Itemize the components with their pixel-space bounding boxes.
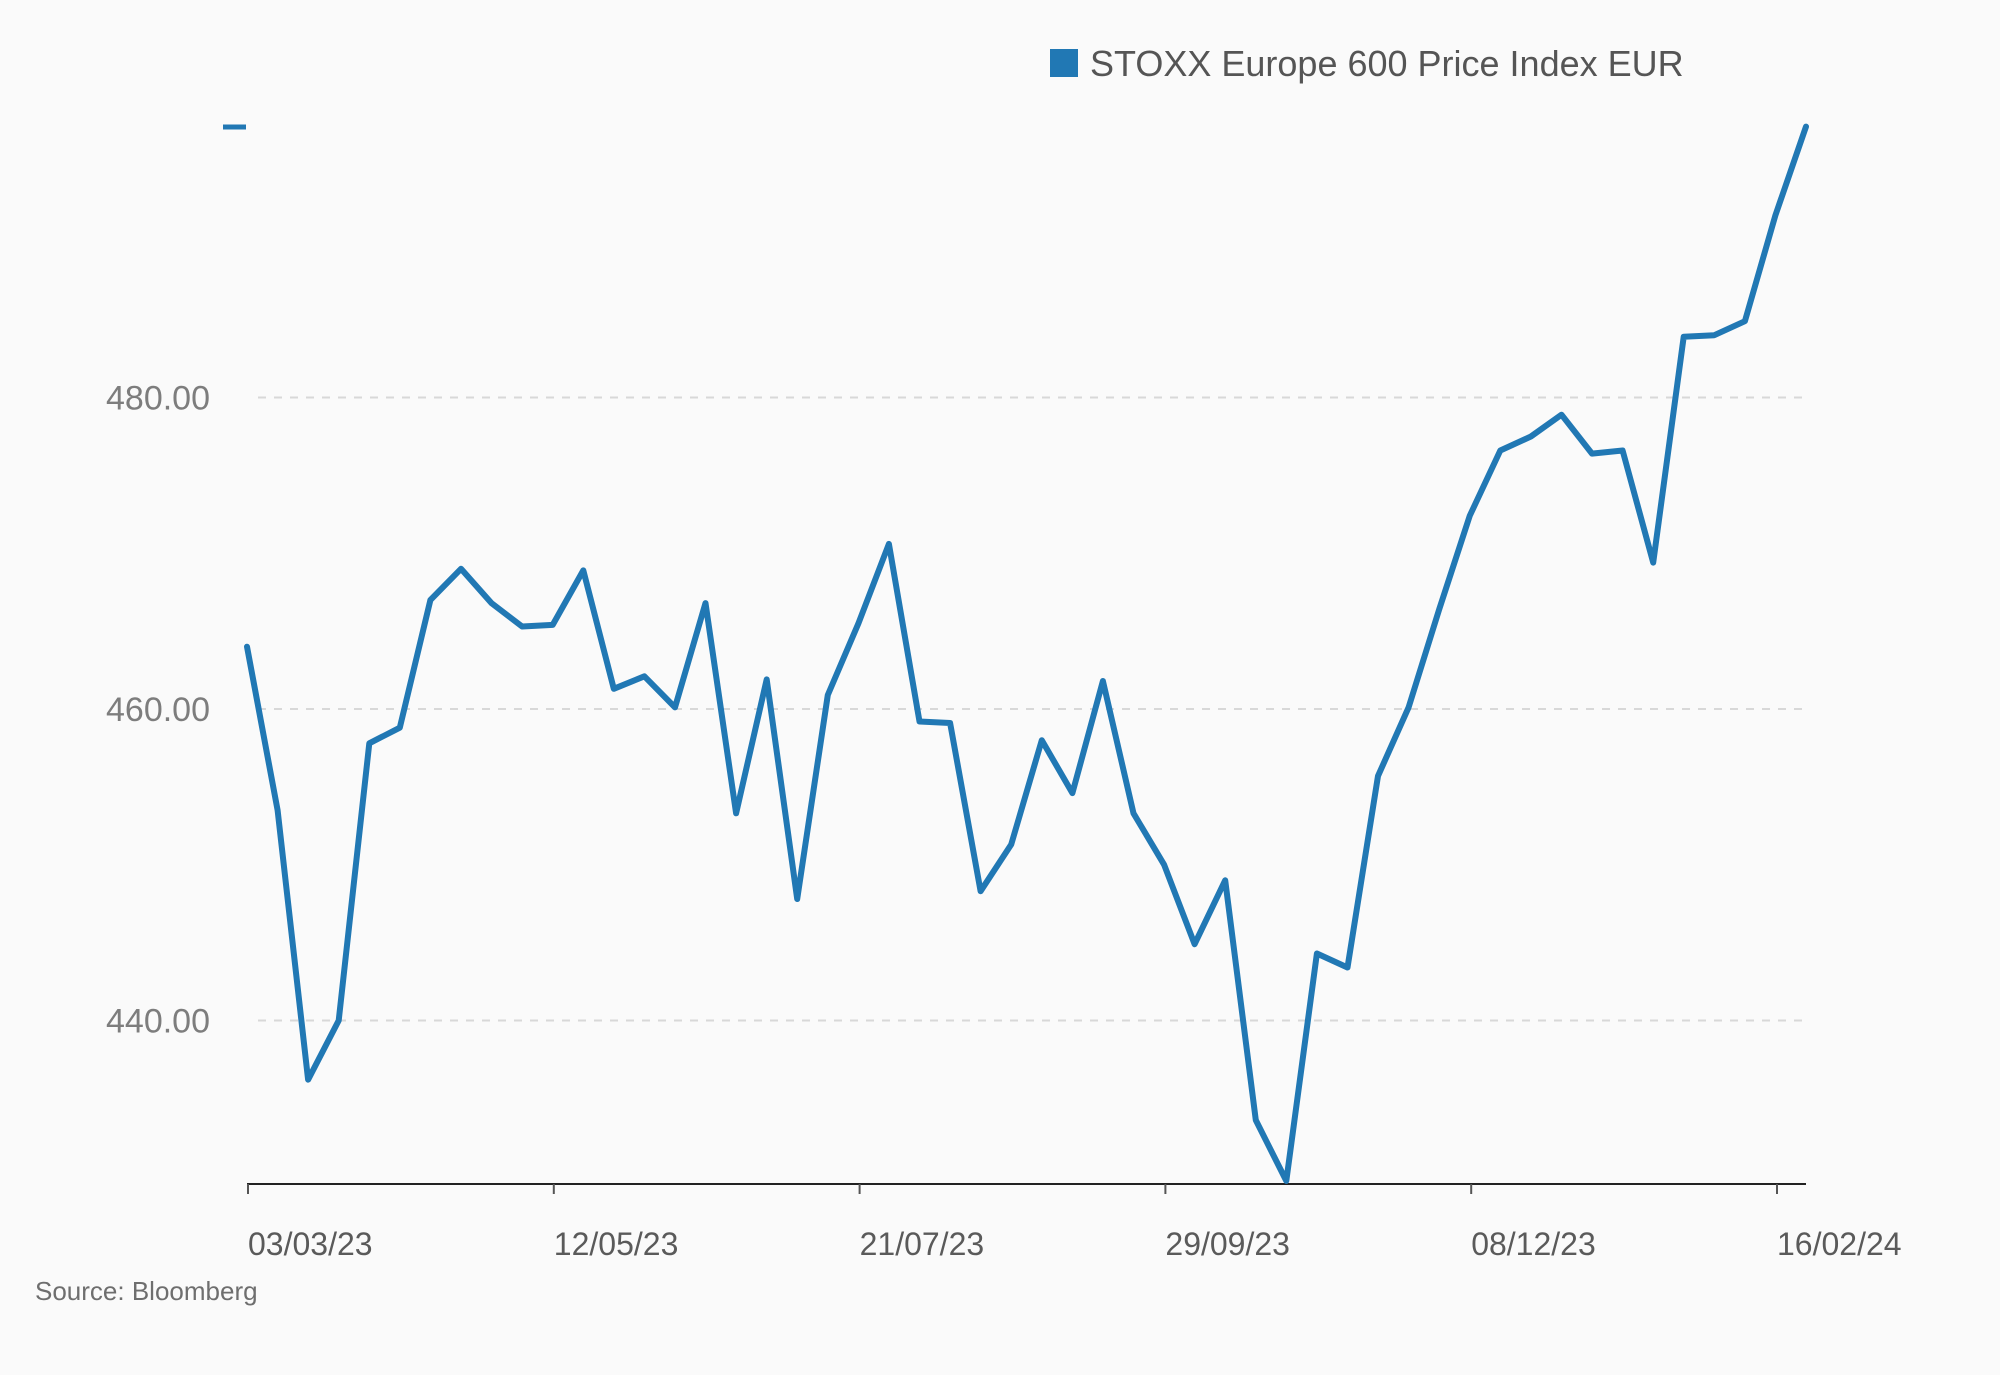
series-line-stoxx-600	[244, 123, 1809, 1184]
x-axis-ticks: 03/03/23 12/05/23 21/07/23 29/09/23 08/12/23…	[247, 1184, 1902, 1262]
x-tick-label: 21/07/23	[860, 1226, 985, 1262]
x-tick-label: 29/09/23	[1165, 1226, 1290, 1262]
x-tick-label: 03/03/23	[248, 1226, 373, 1262]
x-tick-label: 16/02/24	[1777, 1226, 1902, 1262]
source-note: Source: Bloomberg	[35, 1276, 258, 1306]
x-tick-label: 08/12/23	[1471, 1226, 1596, 1262]
y-axis-tick-labels: 440.00 460.00 480.00	[106, 124, 246, 1040]
legend-label: STOXX Europe 600 Price Index EUR	[1090, 43, 1684, 84]
legend: STOXX Europe 600 Price Index EUR	[1050, 43, 1684, 84]
y-tick-label: 440.00	[106, 1002, 210, 1040]
x-tick-label: 12/05/23	[554, 1226, 679, 1262]
series-lines	[244, 123, 1809, 1184]
grid-lines	[258, 396, 1806, 1022]
y-tick-label: 460.00	[106, 691, 210, 729]
y-tick-label: 480.00	[106, 380, 210, 418]
legend-swatch	[1050, 49, 1078, 77]
